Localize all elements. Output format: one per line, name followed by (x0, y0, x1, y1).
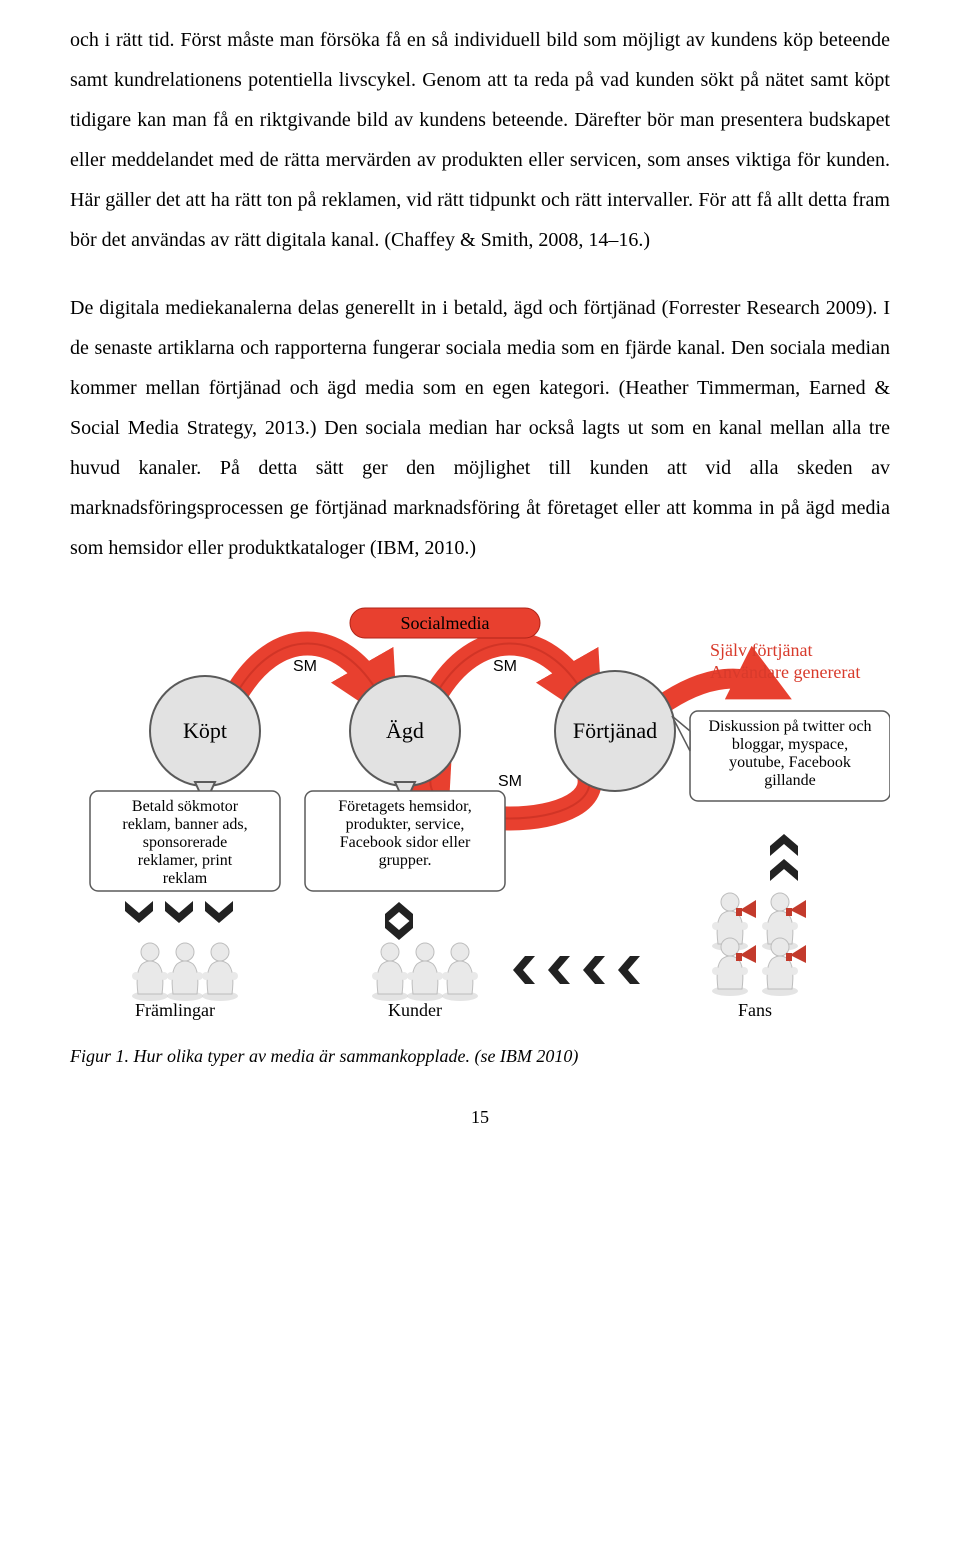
info-box-line: gillande (764, 772, 816, 789)
figure-caption: Figur 1. Hur olika typer av media är sam… (70, 1046, 890, 1067)
person-icon (167, 943, 203, 1001)
group-label: Fans (738, 1000, 772, 1020)
side-red-text: Själv förtjänat (710, 640, 812, 660)
person-icon (407, 943, 443, 1001)
paragraph-2: De digitala mediekanalerna delas generel… (70, 288, 890, 568)
group-label: Kunder (388, 1000, 442, 1020)
info-box-line: sponsorerade (143, 834, 227, 851)
sm-label: SM (293, 658, 317, 675)
chevron-down-icon (385, 918, 413, 940)
group-label: Främlingar (135, 1000, 215, 1020)
chevron-up-icon (385, 902, 413, 924)
figure-svg: Socialmedia Köpt Ägd Förtjänad SM SM SM Själv f… (70, 596, 890, 1026)
person-icon (132, 943, 168, 1001)
info-box-line: reklam, banner ads, (122, 816, 247, 833)
chevron-up-icon (770, 834, 798, 856)
media-circle-label: Köpt (183, 718, 227, 743)
svg-text:Socialmedia: Socialmedia (401, 613, 490, 633)
sm-label: SM (498, 773, 522, 790)
page-number: 15 (70, 1107, 890, 1128)
sm-label: SM (493, 658, 517, 675)
info-box-line: grupper. (379, 852, 432, 869)
person-icon (372, 943, 408, 1001)
person-icon (202, 943, 238, 1001)
person-icon (442, 943, 478, 1001)
chevron-left-icon (548, 956, 570, 984)
side-red-text: Användare genererat (710, 662, 860, 682)
info-box-line: bloggar, myspace, (732, 736, 848, 753)
chevron-left-icon (618, 956, 640, 984)
chevron-down-icon (125, 901, 153, 923)
info-box-line: Facebook sidor eller (340, 834, 471, 851)
page: och i rätt tid. Först måste man försöka … (0, 0, 960, 1168)
chevron-up-icon (770, 859, 798, 881)
info-box-line: youtube, Facebook (729, 754, 851, 771)
chevron-left-icon (583, 956, 605, 984)
info-box-line: reklamer, print (138, 852, 233, 869)
info-box-line: reklam (163, 870, 208, 887)
figure-media-types: Socialmedia Köpt Ägd Förtjänad SM SM SM Själv f… (70, 596, 890, 1026)
media-circle-label: Ägd (386, 718, 424, 743)
media-circle-label: Förtjänad (573, 718, 657, 743)
info-box-line: Företagets hemsidor, (338, 798, 472, 815)
info-box-line: produkter, service, (346, 816, 465, 833)
chevron-left-icon (513, 956, 535, 984)
chevron-down-icon (165, 901, 193, 923)
flow-arc-out (660, 679, 765, 706)
chevron-down-icon (205, 901, 233, 923)
info-box-line: Betald sökmotor (132, 798, 239, 815)
info-box-line: Diskussion på twitter och (708, 718, 871, 735)
paragraph-1: och i rätt tid. Först måste man försöka … (70, 20, 890, 260)
